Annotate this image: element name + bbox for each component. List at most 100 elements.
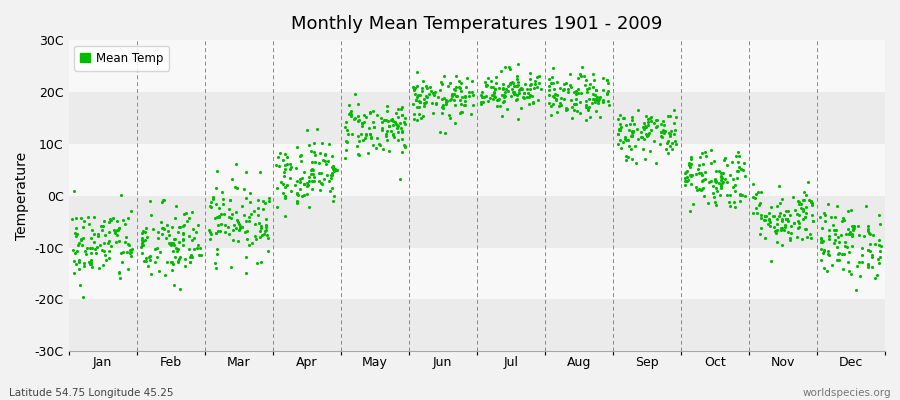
Point	[625, 145, 639, 152]
Point	[635, 124, 650, 130]
Point	[724, 202, 738, 209]
Point	[572, 110, 587, 116]
Point	[184, 252, 198, 258]
Point	[73, 282, 87, 288]
Point	[396, 142, 410, 148]
Point	[168, 215, 183, 221]
Point	[436, 105, 450, 112]
Point	[170, 246, 184, 252]
Point	[716, 179, 730, 186]
Point	[364, 135, 379, 142]
Point	[708, 168, 723, 174]
Point	[639, 112, 653, 119]
Point	[413, 99, 428, 105]
Point	[725, 184, 740, 190]
Point	[341, 130, 356, 137]
Point	[562, 70, 577, 77]
Point	[530, 84, 544, 90]
Point	[254, 259, 268, 266]
Point	[320, 172, 335, 179]
Point	[375, 119, 390, 126]
Point	[277, 213, 292, 220]
Point	[852, 273, 867, 280]
Point	[164, 242, 178, 248]
Point	[227, 222, 241, 228]
Point	[828, 231, 842, 237]
Point	[817, 246, 832, 253]
Point	[248, 233, 262, 240]
Point	[684, 156, 698, 162]
Point	[325, 162, 339, 169]
Point	[259, 222, 274, 228]
Point	[398, 121, 412, 128]
Point	[420, 94, 435, 101]
Point	[365, 142, 380, 148]
Point	[229, 224, 243, 231]
Point	[497, 92, 511, 99]
Point	[284, 188, 299, 194]
Point	[545, 100, 560, 107]
Point	[314, 170, 328, 176]
Point	[395, 112, 410, 119]
Point	[274, 179, 289, 185]
Point	[379, 131, 393, 137]
Point	[395, 149, 410, 155]
Point	[394, 112, 409, 118]
Point	[229, 161, 243, 167]
Point	[135, 241, 149, 248]
Point	[729, 152, 743, 159]
Point	[753, 230, 768, 237]
Point	[210, 251, 224, 257]
Point	[796, 206, 810, 212]
Point	[260, 232, 274, 238]
Point	[182, 233, 196, 240]
Point	[550, 91, 564, 98]
Point	[209, 201, 223, 207]
Point	[261, 235, 275, 241]
Point	[425, 100, 439, 107]
Point	[203, 204, 218, 211]
Point	[682, 164, 697, 170]
Point	[520, 85, 535, 92]
Point	[814, 256, 828, 263]
Point	[821, 201, 835, 208]
Point	[547, 85, 562, 92]
Point	[486, 96, 500, 103]
Point	[148, 259, 162, 265]
Point	[775, 216, 789, 222]
Point	[513, 86, 527, 92]
Point	[185, 254, 200, 260]
Point	[262, 195, 276, 202]
Point	[273, 150, 287, 156]
Point	[503, 93, 517, 99]
Point	[642, 130, 656, 136]
Point	[542, 86, 556, 93]
Point	[485, 92, 500, 98]
Point	[124, 249, 139, 256]
Point	[796, 196, 811, 203]
Point	[514, 105, 528, 111]
Point	[114, 250, 129, 256]
Point	[446, 93, 460, 100]
Point	[441, 83, 455, 90]
Point	[232, 227, 247, 233]
Point	[522, 92, 536, 98]
Point	[621, 137, 635, 143]
Point	[796, 197, 810, 204]
Point	[106, 227, 121, 233]
Point	[448, 87, 463, 93]
Point	[233, 223, 248, 229]
Point	[557, 86, 572, 92]
Point	[170, 248, 184, 254]
Point	[185, 237, 200, 244]
Point	[140, 234, 154, 240]
Point	[777, 212, 791, 218]
Point	[838, 243, 852, 249]
Point	[338, 155, 353, 161]
Point	[553, 100, 567, 107]
Point	[251, 204, 266, 211]
Point	[68, 260, 83, 267]
Point	[700, 200, 715, 207]
Point	[134, 235, 148, 241]
Point	[454, 80, 468, 86]
